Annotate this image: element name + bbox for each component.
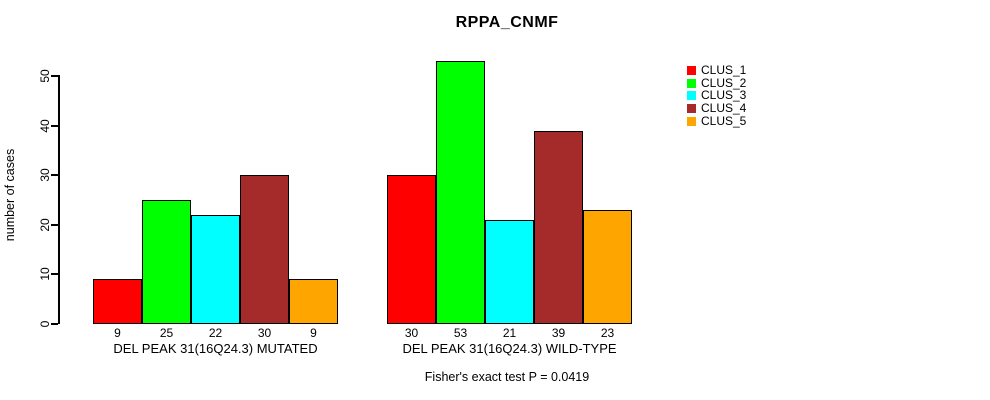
bar-value-label: 23 [600, 326, 615, 340]
legend-item: CLUS_4 [687, 102, 746, 115]
legend-swatch [687, 91, 696, 101]
legend-item: CLUS_1 [687, 64, 746, 77]
bar-value-label: 25 [159, 326, 174, 340]
y-axis-tick [51, 323, 58, 325]
legend-item: CLUS_3 [687, 89, 746, 102]
bar-value-label: 30 [257, 326, 272, 340]
legend-item: CLUS_5 [687, 115, 746, 128]
legend: CLUS_1 CLUS_2 CLUS_3 CLUS_4 CLUS_5 [687, 64, 746, 127]
bar-clus-5 [289, 279, 338, 324]
x-axis-group-label: DEL PEAK 31(16Q24.3) MUTATED [113, 341, 318, 356]
y-axis-tick [51, 174, 58, 177]
bar-value-label: 53 [453, 326, 468, 340]
y-axis-tick-label: 10 [38, 267, 52, 282]
y-axis-tick [51, 75, 58, 77]
bar-clus-4 [240, 175, 289, 324]
legend-label: CLUS_1 [701, 63, 747, 77]
x-axis-group-label: DEL PEAK 31(16Q24.3) WILD-TYPE [402, 341, 617, 356]
bar-clus-3 [485, 219, 534, 324]
legend-swatch [687, 103, 696, 113]
bar-clus-5 [583, 209, 632, 324]
legend-item: CLUS_2 [687, 75, 747, 90]
chart-title: RPPA_CNMF [455, 14, 559, 31]
bar-value-label: 30 [404, 326, 419, 340]
bar-clus-2 [142, 200, 191, 324]
bar-value-label: 21 [502, 326, 517, 340]
y-axis-tick [51, 124, 58, 127]
bar-value-label: 39 [551, 326, 566, 340]
y-axis-tick [51, 223, 58, 226]
y-axis-tick-label: 20 [38, 218, 52, 232]
legend-label: CLUS_5 [701, 113, 747, 128]
legend-label: CLUS_3 [701, 88, 747, 103]
bar-clus-2 [436, 61, 485, 324]
bar-value-label: 22 [208, 326, 223, 340]
legend-swatch [687, 78, 696, 88]
y-axis [58, 75, 60, 324]
chart-footnote: Fisher's exact test P = 0.0419 [424, 370, 590, 384]
y-axis-tick [51, 273, 58, 276]
legend-swatch [687, 65, 696, 75]
bar-clus-1 [93, 279, 142, 324]
legend-label: CLUS_2 [701, 75, 747, 90]
y-axis-tick-label: 0 [38, 320, 52, 328]
legend-label: CLUS_4 [701, 101, 747, 116]
bar-clus-1 [387, 175, 436, 324]
y-axis-tick-label: 40 [38, 118, 52, 133]
y-axis-tick-label: 50 [38, 69, 52, 83]
y-axis-tick-label: 30 [38, 168, 52, 182]
bar-clus-3 [191, 214, 240, 324]
bar-value-label: 9 [114, 326, 121, 340]
legend-swatch [687, 116, 696, 126]
bar-value-label: 9 [310, 326, 317, 340]
bar-clus-4 [534, 130, 583, 324]
